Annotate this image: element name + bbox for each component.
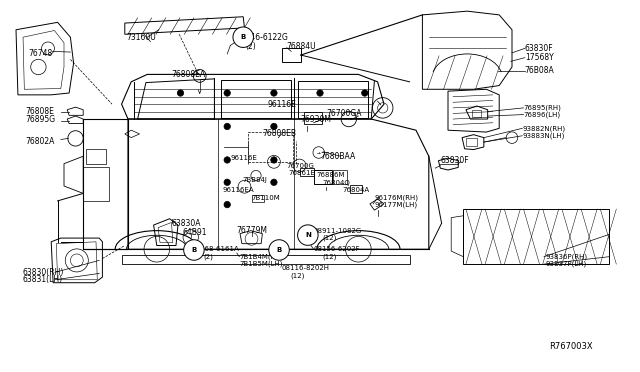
Text: B: B xyxy=(276,247,282,253)
Circle shape xyxy=(271,157,277,163)
Text: 76804Q: 76804Q xyxy=(322,180,349,186)
Bar xyxy=(83,167,109,201)
Text: 7B1B5M(LH): 7B1B5M(LH) xyxy=(239,261,283,267)
Text: 76700G: 76700G xyxy=(287,163,315,169)
Text: 76895(RH): 76895(RH) xyxy=(524,105,561,111)
Text: 96177M(LH): 96177M(LH) xyxy=(374,201,417,208)
Circle shape xyxy=(224,123,230,130)
Text: 76808EB: 76808EB xyxy=(262,129,296,138)
Text: 76884U: 76884U xyxy=(287,42,316,51)
Text: 7680BAA: 7680BAA xyxy=(320,152,355,161)
Text: 96116EA: 96116EA xyxy=(222,187,253,193)
Circle shape xyxy=(224,157,230,163)
Text: 7B1B4M(RH): 7B1B4M(RH) xyxy=(239,253,284,260)
Text: 63830A: 63830A xyxy=(172,219,201,228)
Text: 63830(RH): 63830(RH) xyxy=(22,268,64,277)
Circle shape xyxy=(362,90,368,96)
Text: 76808E: 76808E xyxy=(26,107,54,116)
Text: 08911-1082G: 08911-1082G xyxy=(314,228,362,234)
Circle shape xyxy=(271,179,277,186)
Text: (12): (12) xyxy=(322,235,336,241)
Text: 76808EA: 76808EA xyxy=(172,70,205,79)
Text: B: B xyxy=(241,34,246,40)
Circle shape xyxy=(224,90,230,96)
Bar xyxy=(304,112,322,124)
Text: 63830F: 63830F xyxy=(525,44,554,53)
Text: N: N xyxy=(305,232,311,238)
Bar xyxy=(300,168,314,176)
Text: 08156-6202F: 08156-6202F xyxy=(314,246,360,252)
Text: 96116E: 96116E xyxy=(268,100,296,109)
Circle shape xyxy=(224,201,230,208)
Text: B: B xyxy=(191,247,196,253)
Circle shape xyxy=(233,27,253,48)
Text: 76804A: 76804A xyxy=(342,187,369,193)
Text: 76895G: 76895G xyxy=(26,115,56,124)
Text: 76896(LH): 76896(LH) xyxy=(524,111,561,118)
Text: 76779M: 76779M xyxy=(237,226,268,235)
Text: (2): (2) xyxy=(245,42,256,51)
Text: 63831(LH): 63831(LH) xyxy=(22,275,63,284)
Text: 7B110M: 7B110M xyxy=(252,195,280,201)
Text: 93837P(LH): 93837P(LH) xyxy=(545,261,586,267)
Text: 76861E: 76861E xyxy=(288,170,315,176)
Bar xyxy=(122,255,410,264)
Text: 76886M: 76886M xyxy=(316,172,345,178)
Text: (12): (12) xyxy=(322,253,336,260)
Text: 64B91: 64B91 xyxy=(182,228,207,237)
Text: 08146-6122G: 08146-6122G xyxy=(237,33,289,42)
Text: 17568Y: 17568Y xyxy=(525,53,554,62)
Text: (2): (2) xyxy=(204,253,213,260)
Text: 93882N(RH): 93882N(RH) xyxy=(522,125,565,132)
Bar xyxy=(248,132,293,162)
Bar xyxy=(466,138,477,146)
Text: 93836P(RH): 93836P(RH) xyxy=(545,253,588,260)
Bar xyxy=(282,48,301,62)
Text: 96116E: 96116E xyxy=(230,155,257,161)
Circle shape xyxy=(317,90,323,96)
Bar xyxy=(472,110,481,117)
Text: 76B08A: 76B08A xyxy=(525,66,554,75)
Circle shape xyxy=(184,240,204,260)
Circle shape xyxy=(177,90,184,96)
Bar xyxy=(252,195,264,202)
Circle shape xyxy=(269,240,289,260)
Text: 76748: 76748 xyxy=(29,49,53,58)
Circle shape xyxy=(298,225,318,246)
Text: R767003X: R767003X xyxy=(549,342,593,351)
Circle shape xyxy=(271,123,277,130)
Text: 76930M: 76930M xyxy=(301,115,332,124)
Text: 08168-6161A: 08168-6161A xyxy=(192,246,240,252)
Circle shape xyxy=(224,179,230,186)
Bar xyxy=(86,149,106,164)
Text: 63830F: 63830F xyxy=(440,156,469,165)
Text: 76802A: 76802A xyxy=(26,137,55,146)
Text: (12): (12) xyxy=(290,272,304,279)
Circle shape xyxy=(271,90,277,96)
Text: 76700GA: 76700GA xyxy=(326,109,362,118)
Text: 96176M(RH): 96176M(RH) xyxy=(374,195,419,201)
Text: 73160U: 73160U xyxy=(127,33,156,42)
Text: 08116-8202H: 08116-8202H xyxy=(282,265,330,271)
Bar xyxy=(314,170,332,184)
Text: 93883N(LH): 93883N(LH) xyxy=(522,132,564,139)
Bar xyxy=(350,185,362,193)
Bar xyxy=(333,170,347,184)
Text: 7BB84J: 7BB84J xyxy=(242,177,267,183)
